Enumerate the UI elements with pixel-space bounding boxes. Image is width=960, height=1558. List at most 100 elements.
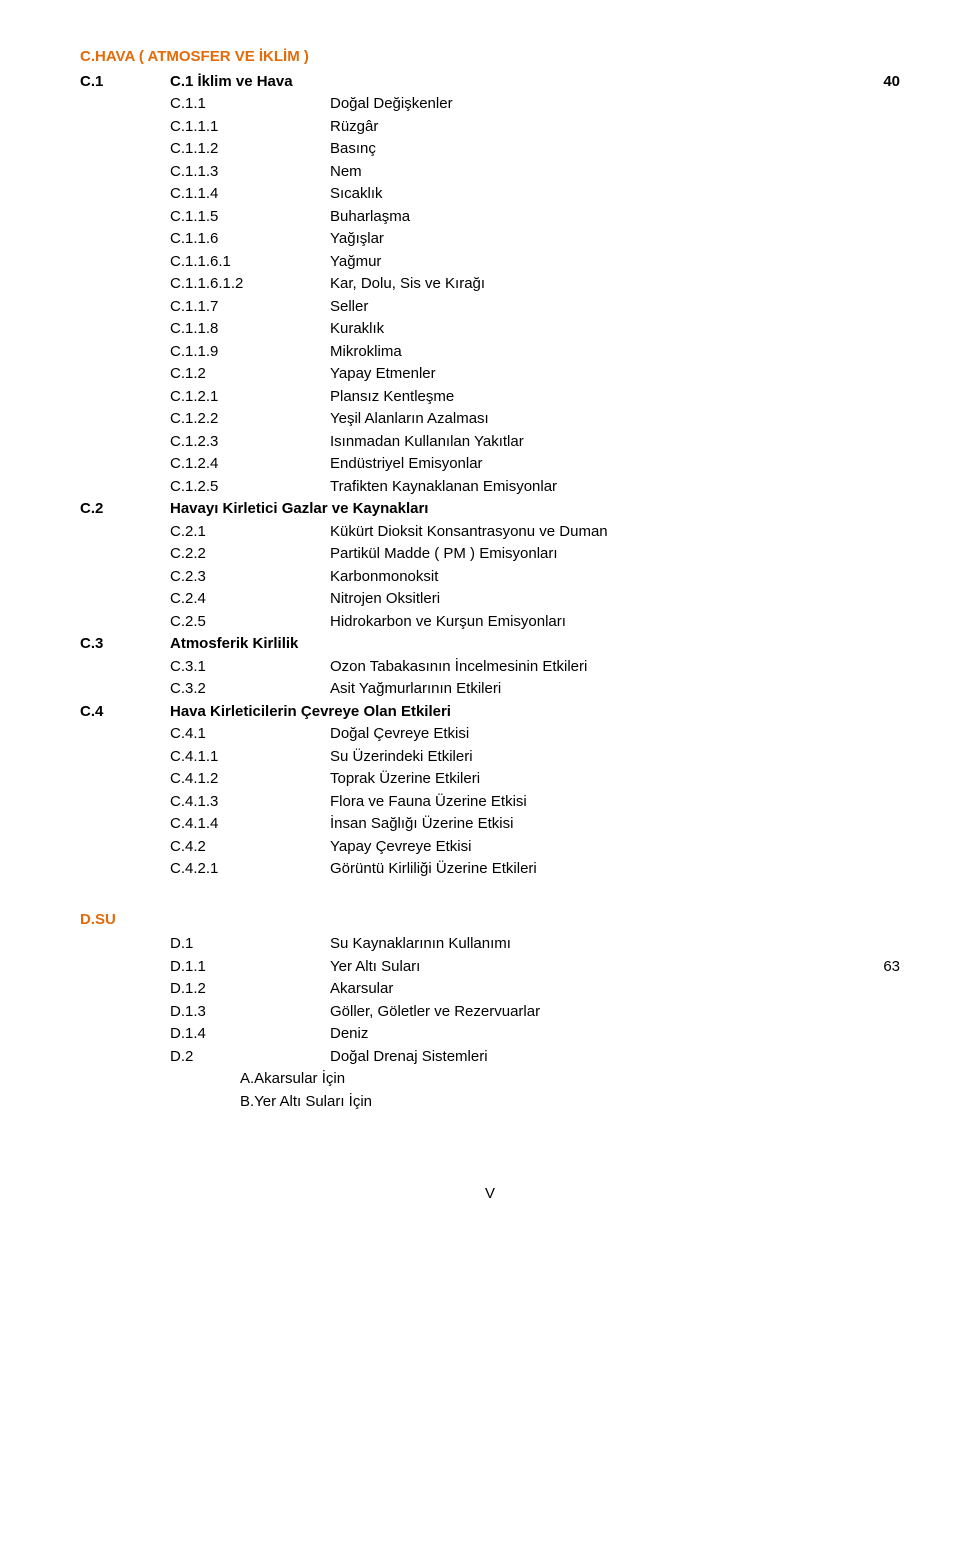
- toc-label: C.1 İklim ve Hava: [170, 71, 863, 94]
- toc-code: C.3.2: [80, 678, 330, 701]
- toc-row: C.1.2.3Isınmadan Kullanılan Yakıtlar: [80, 431, 900, 454]
- toc-code: C.2.5: [80, 611, 330, 634]
- toc-code: C.1.1.5: [80, 206, 330, 229]
- section-heading-text: HAVA ( ATMOSFER VE İKLİM ): [95, 48, 309, 65]
- toc-row: C.1.1.4Sıcaklık: [80, 183, 900, 206]
- toc-code: C.1: [80, 71, 170, 94]
- toc-row: C.4.2Yapay Çevreye Etkisi: [80, 836, 900, 859]
- toc-row: D.1.3Göller, Göletler ve Rezervuarlar: [80, 1001, 900, 1024]
- toc-row: C.3Atmosferik Kirlilik: [80, 633, 900, 656]
- toc-row: C.1C.1 İklim ve Hava40: [80, 71, 900, 94]
- toc-label: Nitrojen Oksitleri: [330, 588, 900, 611]
- toc-code: D.2: [80, 1046, 330, 1069]
- toc-label: Atmosferik Kirlilik: [170, 633, 900, 656]
- toc-code: C.1.1.9: [80, 341, 330, 364]
- toc-label: Kuraklık: [330, 318, 900, 341]
- toc-code: C.1.2.3: [80, 431, 330, 454]
- toc-label: Deniz: [330, 1023, 900, 1046]
- toc-code: C.2.2: [80, 543, 330, 566]
- toc-row: C.4.1.2Toprak Üzerine Etkileri: [80, 768, 900, 791]
- toc-row: C.1.1.6.1Yağmur: [80, 251, 900, 274]
- section-heading-text: SU: [95, 911, 116, 928]
- toc-label: Yağmur: [330, 251, 900, 274]
- section-heading-code: C.: [80, 48, 95, 65]
- toc-code: D.1.1: [80, 956, 330, 979]
- toc-label: Trafikten Kaynaklanan Emisyonlar: [330, 476, 900, 499]
- toc-label: Doğal Değişkenler: [330, 93, 900, 116]
- toc-label: Basınç: [330, 138, 900, 161]
- toc-label: Yapay Etmenler: [330, 363, 900, 386]
- toc-row: C.1.1.3Nem: [80, 161, 900, 184]
- toc-label: Yapay Çevreye Etkisi: [330, 836, 900, 859]
- toc-code: C.1.2.5: [80, 476, 330, 499]
- toc-row: C.4.1.4İnsan Sağlığı Üzerine Etkisi: [80, 813, 900, 836]
- toc-row: C.2.5Hidrokarbon ve Kurşun Emisyonları: [80, 611, 900, 634]
- toc-row: C.1.2.1Plansız Kentleşme: [80, 386, 900, 409]
- toc-label: Flora ve Fauna Üzerine Etkisi: [330, 791, 900, 814]
- toc-row: C.1.2Yapay Etmenler: [80, 363, 900, 386]
- toc-row: C.1.2.5Trafikten Kaynaklanan Emisyonlar: [80, 476, 900, 499]
- toc-row: D.1.4Deniz: [80, 1023, 900, 1046]
- toc-code: C.4.2: [80, 836, 330, 859]
- toc-row: C.1.1.2Basınç: [80, 138, 900, 161]
- toc-row: C.1.1.6Yağışlar: [80, 228, 900, 251]
- toc-label: Doğal Çevreye Etkisi: [330, 723, 900, 746]
- toc-code: D.1.2: [80, 978, 330, 1001]
- toc-row: C.2Havayı Kirletici Gazlar ve Kaynakları: [80, 498, 900, 521]
- toc-code: C.2: [80, 498, 170, 521]
- section-heading-D: D.SU: [80, 909, 900, 932]
- toc-code: C.1.1: [80, 93, 330, 116]
- toc-code: C.4.1.1: [80, 746, 330, 769]
- toc-code: D.1.3: [80, 1001, 330, 1024]
- toc-label: Hava Kirleticilerin Çevreye Olan Etkiler…: [170, 701, 900, 724]
- toc-label: Su Üzerindeki Etkileri: [330, 746, 900, 769]
- toc-code: C.2.3: [80, 566, 330, 589]
- toc-code: D.1.4: [80, 1023, 330, 1046]
- toc-code: C.3: [80, 633, 170, 656]
- toc-label: Akarsular: [330, 978, 900, 1001]
- toc-row: C.2.1Kükürt Dioksit Konsantrasyonu ve Du…: [80, 521, 900, 544]
- toc-label: Havayı Kirletici Gazlar ve Kaynakları: [170, 498, 900, 521]
- toc-code: D.1: [80, 933, 330, 956]
- toc-row: C.1.1.6.1.2Kar, Dolu, Sis ve Kırağı: [80, 273, 900, 296]
- toc-row: C.1.1.1Rüzgâr: [80, 116, 900, 139]
- toc-code: C.1.2.1: [80, 386, 330, 409]
- toc-row: D.1.2Akarsular: [80, 978, 900, 1001]
- toc-label: Mikroklima: [330, 341, 900, 364]
- toc-label: Buharlaşma: [330, 206, 900, 229]
- toc-row: C.1.2.2Yeşil Alanların Azalması: [80, 408, 900, 431]
- toc-label: Plansız Kentleşme: [330, 386, 900, 409]
- toc-code: C.4.1.4: [80, 813, 330, 836]
- toc-code: C.1.2.2: [80, 408, 330, 431]
- section-heading-C: C.HAVA ( ATMOSFER VE İKLİM ): [80, 46, 900, 69]
- toc-sublabel: A.Akarsular İçin: [80, 1068, 900, 1091]
- toc-code: C.4: [80, 701, 170, 724]
- toc-label: Göller, Göletler ve Rezervuarlar: [330, 1001, 900, 1024]
- toc-label: Toprak Üzerine Etkileri: [330, 768, 900, 791]
- section-heading-code: D.: [80, 911, 95, 928]
- toc-code: C.2.4: [80, 588, 330, 611]
- toc-row: C.1.2.4Endüstriyel Emisyonlar: [80, 453, 900, 476]
- toc-code: C.1.1.6.1: [80, 251, 330, 274]
- toc-row: C.4.1Doğal Çevreye Etkisi: [80, 723, 900, 746]
- toc-row: C.4.1.1Su Üzerindeki Etkileri: [80, 746, 900, 769]
- toc-row: C.1.1.5Buharlaşma: [80, 206, 900, 229]
- toc-sublabel: B.Yer Altı Suları İçin: [80, 1091, 900, 1114]
- toc-label: Rüzgâr: [330, 116, 900, 139]
- toc-label: Asit Yağmurlarının Etkileri: [330, 678, 900, 701]
- toc-row: C.2.3Karbonmonoksit: [80, 566, 900, 589]
- toc-row: C.1.1Doğal Değişkenler: [80, 93, 900, 116]
- toc-label: Görüntü Kirliliği Üzerine Etkileri: [330, 858, 900, 881]
- toc-row: D.1Su Kaynaklarının Kullanımı: [80, 933, 900, 956]
- toc-label: Seller: [330, 296, 900, 319]
- toc-row: C.1.1.9Mikroklima: [80, 341, 900, 364]
- toc-label: İnsan Sağlığı Üzerine Etkisi: [330, 813, 900, 836]
- toc-code: C.4.1: [80, 723, 330, 746]
- toc-label: Nem: [330, 161, 900, 184]
- toc-label: Hidrokarbon ve Kurşun Emisyonları: [330, 611, 900, 634]
- toc-code: C.1.1.3: [80, 161, 330, 184]
- toc-code: C.4.1.3: [80, 791, 330, 814]
- toc-row: C.2.2Partikül Madde ( PM ) Emisyonları: [80, 543, 900, 566]
- toc-code: C.1.2.4: [80, 453, 330, 476]
- toc-code: C.4.2.1: [80, 858, 330, 881]
